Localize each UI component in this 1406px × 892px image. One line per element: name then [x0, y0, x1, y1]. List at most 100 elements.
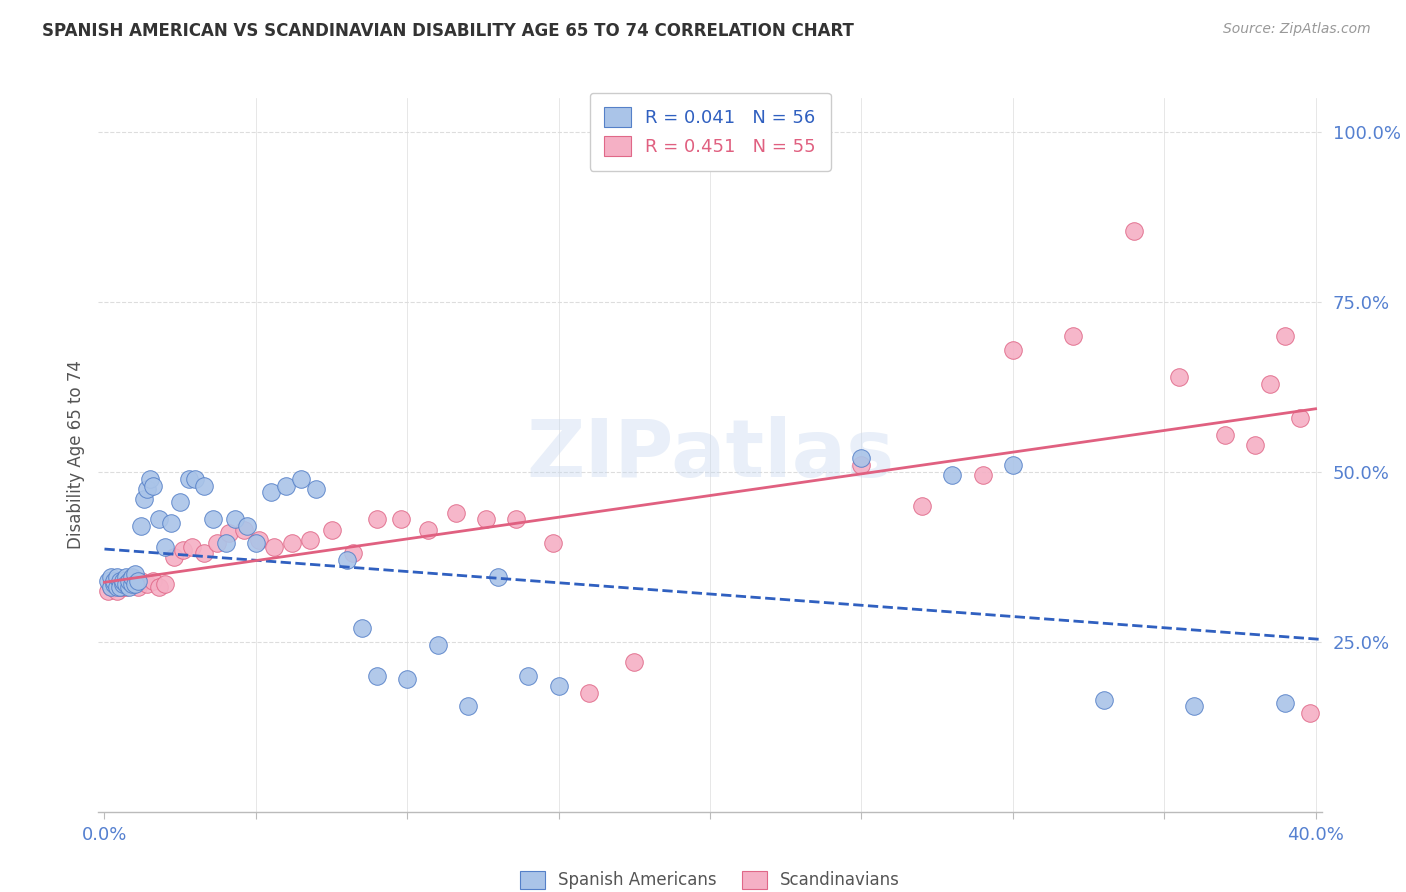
Point [105, 577, 128, 591]
Point [1289, 410, 1312, 425]
Point [139, 472, 162, 486]
Point [124, 566, 146, 581]
Point [342, 546, 364, 560]
Point [181, 540, 204, 554]
Point [111, 574, 134, 588]
Point [172, 543, 194, 558]
Point [350, 621, 373, 635]
Point [232, 523, 254, 537]
Point [121, 570, 143, 584]
Point [193, 478, 215, 492]
Point [321, 523, 343, 537]
Point [336, 553, 359, 567]
Y-axis label: Disability Age 65 to 74: Disability Age 65 to 74 [66, 360, 84, 549]
Point [111, 577, 134, 591]
Point [202, 512, 225, 526]
Point [121, 574, 143, 588]
Point [142, 574, 165, 588]
Point [236, 519, 259, 533]
Point [148, 581, 170, 595]
Point [103, 581, 125, 595]
Point [276, 478, 298, 492]
Point [290, 472, 312, 486]
Point [184, 472, 207, 486]
Point [475, 512, 498, 526]
Point [160, 516, 183, 530]
Point [132, 492, 155, 507]
Point [100, 581, 122, 595]
Point [179, 472, 201, 486]
Point [941, 468, 963, 483]
Point [1258, 376, 1281, 391]
Point [114, 581, 136, 595]
Point [260, 485, 283, 500]
Point [389, 512, 412, 526]
Point [103, 577, 125, 591]
Point [247, 533, 270, 547]
Point [96, 583, 118, 598]
Point [111, 581, 134, 595]
Point [114, 577, 136, 591]
Point [444, 506, 467, 520]
Legend: Spanish Americans, Scandinavians: Spanish Americans, Scandinavians [513, 864, 907, 892]
Point [96, 574, 118, 588]
Point [547, 679, 569, 693]
Point [281, 536, 304, 550]
Point [224, 512, 246, 526]
Point [129, 519, 152, 533]
Point [366, 669, 388, 683]
Point [426, 638, 449, 652]
Point [218, 526, 240, 541]
Point [193, 546, 215, 560]
Point [127, 581, 149, 595]
Point [121, 577, 143, 591]
Point [108, 581, 131, 595]
Point [1092, 692, 1115, 706]
Point [505, 512, 527, 526]
Point [127, 574, 149, 588]
Point [396, 672, 419, 686]
Point [114, 570, 136, 584]
Point [366, 512, 388, 526]
Point [103, 574, 125, 588]
Point [486, 570, 509, 584]
Point [1184, 699, 1206, 714]
Point [1122, 224, 1144, 238]
Point [578, 686, 600, 700]
Point [1213, 427, 1236, 442]
Point [105, 583, 128, 598]
Point [153, 577, 176, 591]
Point [1298, 706, 1320, 721]
Point [457, 699, 479, 714]
Point [153, 540, 176, 554]
Point [118, 581, 141, 595]
Point [108, 574, 131, 588]
Point [541, 536, 564, 550]
Text: SPANISH AMERICAN VS SCANDINAVIAN DISABILITY AGE 65 TO 74 CORRELATION CHART: SPANISH AMERICAN VS SCANDINAVIAN DISABIL… [42, 22, 853, 40]
Point [205, 536, 228, 550]
Point [305, 482, 328, 496]
Point [135, 482, 157, 496]
Point [124, 577, 146, 591]
Point [148, 512, 170, 526]
Point [100, 581, 122, 595]
Point [1244, 438, 1267, 452]
Point [129, 574, 152, 588]
Point [118, 574, 141, 588]
Point [517, 669, 540, 683]
Point [103, 574, 125, 588]
Point [623, 655, 645, 669]
Point [214, 536, 236, 550]
Point [1274, 696, 1296, 710]
Point [163, 549, 186, 564]
Point [851, 451, 873, 466]
Point [1168, 369, 1191, 384]
Text: ZIPatlas: ZIPatlas [526, 416, 894, 494]
Point [118, 577, 141, 591]
Point [108, 574, 131, 588]
Point [1001, 458, 1024, 472]
Point [142, 478, 165, 492]
Point [105, 570, 128, 584]
Point [1062, 329, 1084, 343]
Point [263, 540, 285, 554]
